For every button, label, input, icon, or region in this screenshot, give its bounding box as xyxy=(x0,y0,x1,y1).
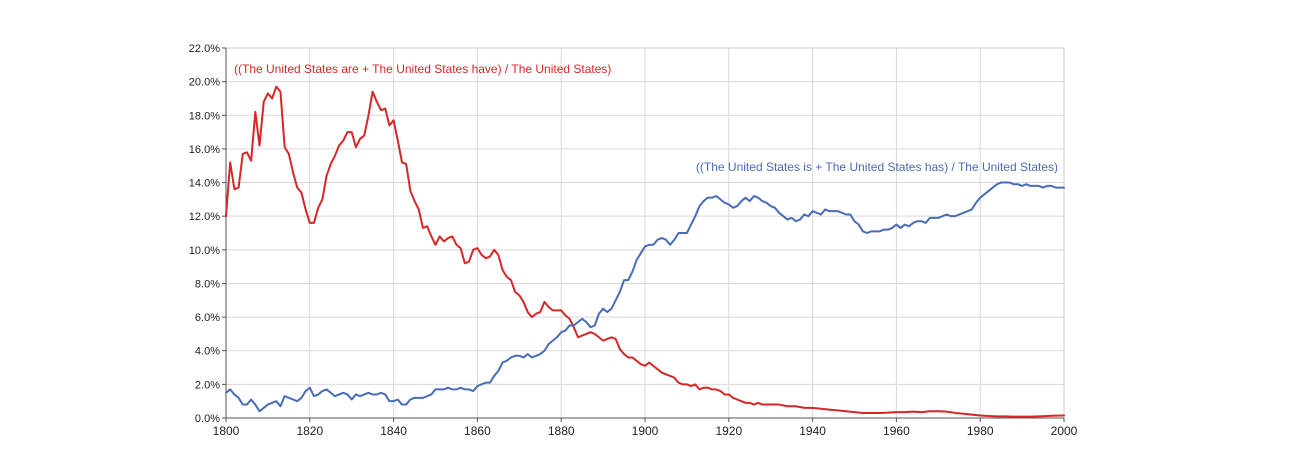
y-tick-label: 8.0% xyxy=(195,278,220,290)
y-axis-ticks: 0.0% 2.0% 4.0% 6.0% 8.0% 10.0% 12.0% 14.0% 16.0%… xyxy=(189,43,226,425)
x-tick-label: 1900 xyxy=(632,424,659,438)
x-tick-label: 1920 xyxy=(715,424,742,438)
x-tick-label: 1860 xyxy=(464,424,491,438)
series-labels: ((The United States are + The United Sta… xyxy=(234,62,1058,174)
x-tick-label: 2000 xyxy=(1051,424,1078,438)
series-line-0 xyxy=(225,85,1065,418)
y-tick-label: 22.0% xyxy=(189,43,220,55)
x-tick-label: 1880 xyxy=(548,424,575,438)
y-tick-label: 0.0% xyxy=(195,413,220,425)
x-axis-ticks: 1800 1820 1840 1860 1880 1900 1920 1940 1960 1980… xyxy=(213,418,1078,438)
y-tick-label: 12.0% xyxy=(189,211,220,223)
x-tick-label: 1840 xyxy=(380,424,407,438)
x-tick-label: 1800 xyxy=(213,424,240,438)
y-tick-label: 14.0% xyxy=(189,178,220,190)
y-tick-label: 10.0% xyxy=(189,245,220,257)
series-label-red: ((The United States are + The United Sta… xyxy=(234,62,611,76)
x-tick-label: 1940 xyxy=(799,424,826,438)
y-tick-label: 6.0% xyxy=(195,312,220,324)
x-tick-label: 1820 xyxy=(296,424,323,438)
gridlines xyxy=(225,47,1065,419)
y-tick-label: 20.0% xyxy=(189,77,220,89)
series-line-1 xyxy=(225,181,1065,413)
series-label-blue: ((The United States is + The United Stat… xyxy=(696,160,1058,174)
y-tick-label: 4.0% xyxy=(195,346,220,358)
y-tick-label: 2.0% xyxy=(195,379,220,391)
y-tick-label: 16.0% xyxy=(189,144,220,156)
x-tick-label: 1980 xyxy=(967,424,994,438)
x-tick-label: 1960 xyxy=(883,424,910,438)
series-lines xyxy=(225,85,1065,418)
y-tick-label: 18.0% xyxy=(189,110,220,122)
